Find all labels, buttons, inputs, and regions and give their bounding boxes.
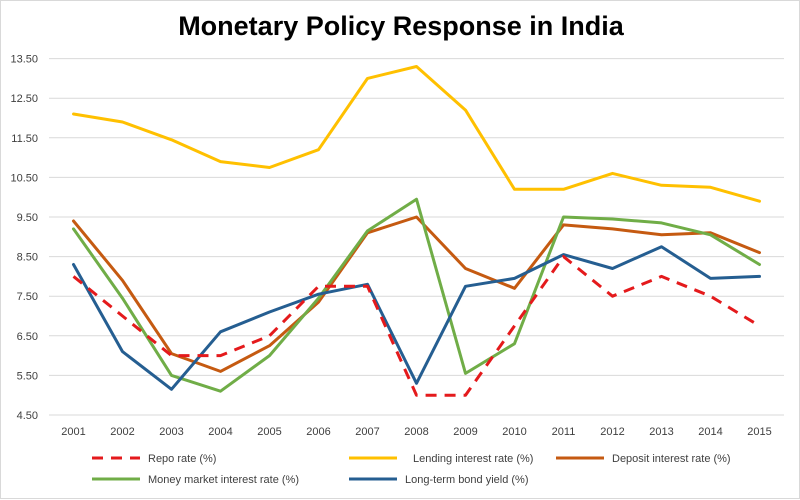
y-tick-label: 9.50 [17,212,38,224]
legend-item: Money market interest rate (%) [92,474,299,486]
legend-item: Lending interest rate (%) [349,453,533,465]
x-tick-label: 2011 [552,426,576,438]
x-tick-label: 2004 [208,426,232,438]
x-tick-label: 2002 [110,426,134,438]
x-tick-label: 2012 [600,426,624,438]
legend-label: Repo rate (%) [148,453,216,465]
legend-item: Repo rate (%) [92,453,216,465]
y-tick-label: 12.50 [10,93,38,105]
y-tick-label: 4.50 [17,410,38,422]
x-tick-label: 2014 [698,426,722,438]
chart-title: Monetary Policy Response in India [178,11,625,41]
legend-label: Money market interest rate (%) [148,474,299,486]
y-tick-label: 11.50 [11,133,38,145]
x-tick-label: 2005 [257,426,281,438]
x-tick-label: 2015 [747,426,771,438]
series-line-1 [72,65,761,203]
x-tick-label: 2001 [61,426,85,438]
y-tick-label: 10.50 [10,172,38,184]
x-tick-label: 2007 [355,426,379,438]
legend-item: Deposit interest rate (%) [556,453,731,465]
x-tick-label: 2009 [453,426,477,438]
series-line-2 [72,215,761,373]
legend-label: Deposit interest rate (%) [612,453,731,465]
series-line-0 [72,255,761,397]
legend-item: Long-term bond yield (%) [349,474,529,486]
x-tick-label: 2008 [404,426,428,438]
y-tick-label: 7.50 [17,291,38,303]
y-tick-label: 5.50 [17,370,38,382]
x-tick-label: 2006 [306,426,330,438]
legend-label: Long-term bond yield (%) [405,474,529,486]
x-tick-label: 2013 [649,426,673,438]
y-tick-label: 13.50 [10,54,38,66]
legend-label: Lending interest rate (%) [413,453,533,465]
y-tick-label: 6.50 [17,331,38,343]
series-line-4 [72,245,761,391]
x-tick-label: 2003 [159,426,183,438]
series-line-3 [72,197,761,393]
y-tick-label: 8.50 [17,252,38,264]
x-tick-label: 2010 [502,426,526,438]
